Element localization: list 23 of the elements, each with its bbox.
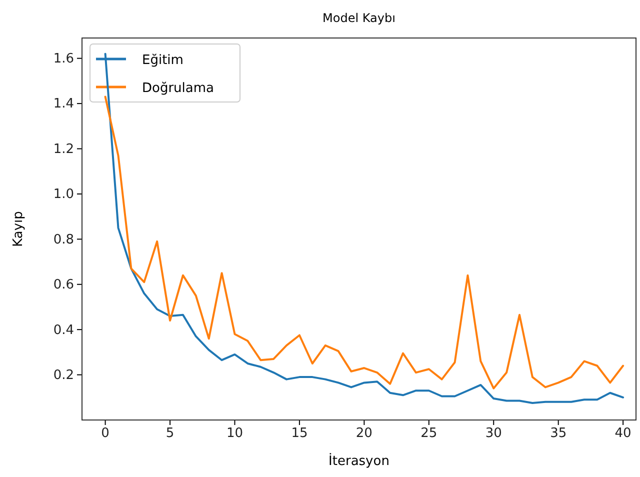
y-axis-title: Kayıp — [11, 211, 26, 247]
x-tick-label: 40 — [614, 426, 632, 442]
x-tick-label: 15 — [291, 426, 308, 442]
y-tick-label: 1.0 — [53, 187, 74, 202]
x-tick-label: 20 — [356, 426, 372, 442]
y-tick-label: 0.6 — [53, 278, 74, 293]
y-tick-label: 0.4 — [53, 322, 74, 338]
x-tick-label: 25 — [420, 426, 438, 442]
y-tick-label: 0.2 — [53, 368, 74, 383]
y-tick-label: 1.4 — [53, 96, 74, 112]
x-tick-label: 30 — [485, 426, 502, 442]
y-tick-label: 1.6 — [53, 52, 74, 67]
legend-label: Doğrulama — [142, 81, 214, 96]
x-tick-label: 10 — [226, 426, 244, 442]
x-tick-label: 35 — [550, 426, 567, 442]
x-tick-label: 0 — [101, 426, 110, 442]
x-tick-label: 5 — [166, 426, 174, 442]
y-tick-label: 1.2 — [53, 142, 74, 157]
x-axis-title: İterasyon — [328, 453, 390, 469]
legend-label: Eğitim — [142, 53, 184, 68]
chart-title: Model Kaybı — [322, 11, 396, 25]
y-tick-label: 0.8 — [53, 232, 74, 248]
line-series — [104, 96, 624, 390]
